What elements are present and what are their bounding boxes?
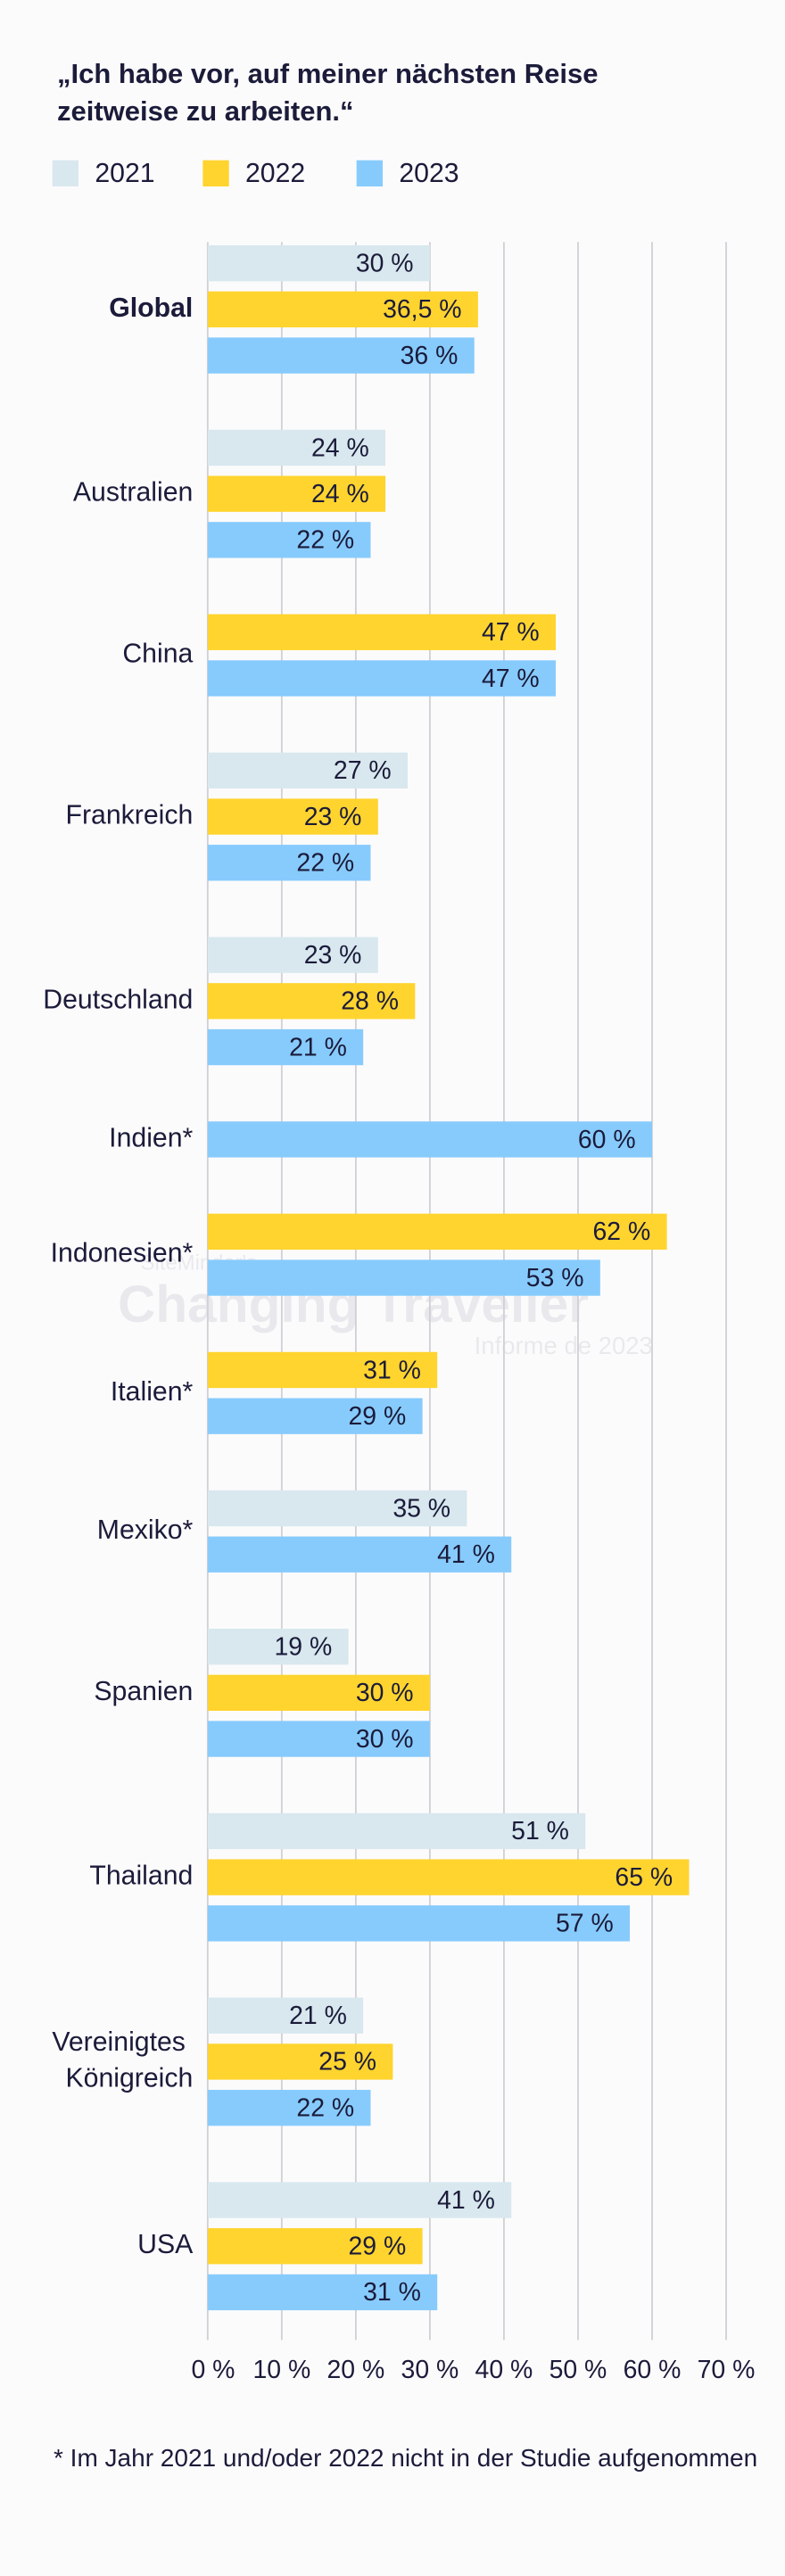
value-label: 57 % — [556, 1910, 614, 1938]
bar — [207, 1490, 467, 1527]
y-tick-label: Global — [109, 293, 193, 323]
y-tick-label: Spanien — [94, 1677, 193, 1706]
value-label: 31 % — [363, 1356, 421, 1384]
bar — [207, 2228, 423, 2265]
value-label: 23 % — [304, 803, 362, 831]
value-label: 24 % — [311, 433, 369, 462]
bar — [207, 475, 386, 512]
bar — [207, 1628, 349, 1665]
x-tick-label: 40 % — [475, 2356, 533, 2384]
value-label: 25 % — [318, 2048, 376, 2076]
bar — [207, 337, 475, 374]
bar — [207, 2089, 371, 2126]
value-label: 27 % — [334, 756, 392, 785]
bar — [207, 2182, 512, 2218]
x-tick-label: 0 % — [192, 2356, 236, 2384]
value-label: 22 % — [296, 2093, 354, 2122]
value-label: 21 % — [289, 2002, 347, 2030]
value-label: 62 % — [592, 1218, 650, 1246]
bar — [207, 1536, 512, 1573]
bar — [207, 752, 408, 789]
value-label: 23 % — [304, 941, 362, 970]
bar — [207, 845, 371, 881]
value-label: 41 % — [437, 1540, 495, 1569]
y-tick-label: Vereinigtes Königreich — [52, 2027, 193, 2093]
legend-label: 2022 — [245, 159, 305, 188]
bar — [207, 1213, 667, 1251]
bar — [207, 1121, 652, 1158]
value-label: 22 % — [296, 849, 354, 878]
bar — [207, 1351, 438, 1389]
value-label: 29 % — [349, 2233, 407, 2261]
bar — [207, 244, 430, 282]
value-label: 53 % — [526, 1264, 584, 1292]
bar — [207, 614, 557, 650]
bar — [207, 1721, 430, 1757]
legend-swatch — [202, 160, 229, 186]
value-label: 47 % — [482, 665, 540, 693]
value-label: 30 % — [356, 249, 414, 277]
value-label: 65 % — [615, 1863, 673, 1892]
value-label: 21 % — [289, 1033, 347, 1061]
bar — [207, 1259, 600, 1296]
chart-title: „Ich habe vor, auf meiner nächsten Reise… — [57, 58, 599, 127]
bar — [207, 429, 386, 466]
y-tick-label: Indien* — [109, 1123, 193, 1152]
bar — [207, 291, 478, 328]
x-tick-label: 10 % — [252, 2356, 310, 2384]
value-label: 51 % — [511, 1817, 569, 1845]
x-tick-label: 30 % — [401, 2356, 459, 2384]
value-label: 35 % — [392, 1494, 450, 1523]
value-label: 28 % — [341, 987, 399, 1016]
bar — [207, 1028, 364, 1066]
y-tick-label: Deutschland — [43, 985, 193, 1014]
value-label: 47 % — [482, 618, 540, 647]
value-label: 22 % — [296, 526, 354, 555]
y-tick-label: Thailand — [89, 1862, 193, 1891]
bar — [207, 1398, 423, 1434]
y-tick-label: Australien — [73, 478, 193, 508]
value-label: 30 % — [356, 1725, 414, 1754]
x-tick-label: 60 % — [624, 2356, 682, 2384]
bar — [207, 660, 557, 697]
bar — [207, 2043, 393, 2080]
value-label: 19 % — [274, 1632, 332, 1661]
bar — [207, 1859, 690, 1895]
y-tick-label: China — [122, 640, 193, 669]
footnote: * Im Jahr 2021 und/oder 2022 nicht in de… — [54, 2444, 758, 2472]
watermark: Informe de 2023 — [475, 1332, 653, 1359]
x-tick-label: 70 % — [698, 2356, 756, 2384]
bar — [207, 1997, 364, 2034]
y-tick-label: Indonesien* — [51, 1239, 194, 1268]
value-label: 30 % — [356, 1679, 414, 1707]
value-label: 24 % — [311, 480, 369, 508]
value-label: 36 % — [401, 342, 459, 370]
y-tick-label: Italien* — [111, 1377, 194, 1407]
legend-label: 2021 — [95, 159, 154, 188]
value-label: 60 % — [578, 1126, 636, 1154]
bar — [207, 2274, 438, 2311]
bar — [207, 798, 378, 835]
legend-swatch — [356, 160, 384, 186]
bar — [207, 937, 378, 973]
y-tick-label: Mexiko* — [97, 1515, 194, 1545]
value-label: 31 % — [363, 2278, 421, 2307]
legend-swatch — [52, 160, 79, 186]
value-label: 41 % — [437, 2186, 495, 2215]
bar — [207, 1674, 430, 1711]
legend-label: 2023 — [399, 159, 459, 188]
x-tick-label: 20 % — [327, 2356, 385, 2384]
y-tick-label: USA — [137, 2230, 194, 2259]
x-tick-label: 50 % — [550, 2356, 607, 2384]
bar — [207, 983, 416, 1020]
value-label: 29 % — [349, 1402, 407, 1431]
y-tick-label: Frankreich — [66, 801, 194, 830]
bar — [207, 1812, 586, 1850]
bar — [207, 522, 371, 558]
value-label: 36,5 % — [383, 295, 461, 324]
bar — [207, 1905, 631, 1942]
